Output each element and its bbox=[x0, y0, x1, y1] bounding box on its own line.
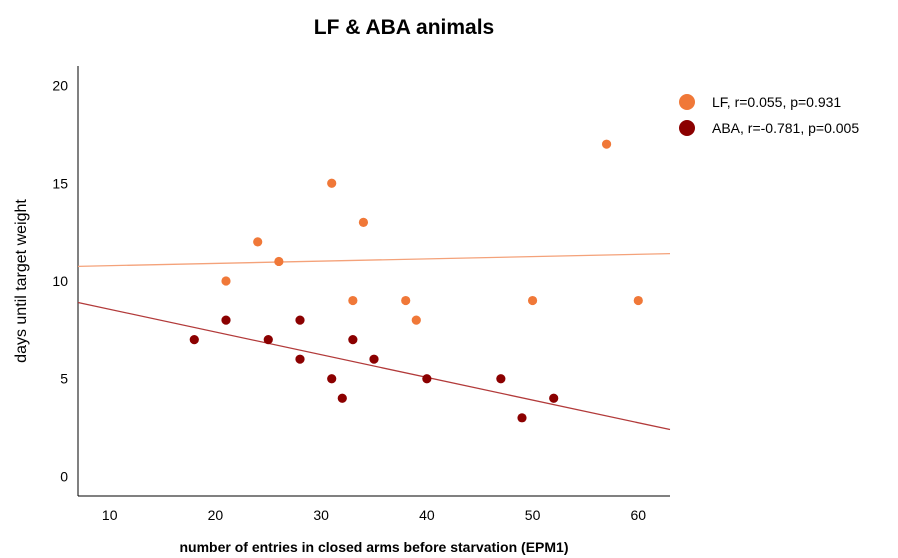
fit-line-series-1 bbox=[77, 301, 671, 431]
data-point-series-1-9 bbox=[422, 374, 432, 384]
legend-label-series-0: LF, r=0.055, p=0.931 bbox=[712, 94, 841, 110]
x-tick-labels: 10 20 30 40 50 60 bbox=[102, 507, 646, 523]
y-axis-label: days until target weight bbox=[13, 199, 30, 363]
data-point-series-1-2 bbox=[263, 335, 273, 345]
x-tick-label-0: 10 bbox=[102, 507, 118, 523]
data-point-series-1-7 bbox=[348, 335, 358, 345]
data-point-series-1-1 bbox=[221, 315, 231, 325]
x-tick-label-2: 30 bbox=[313, 507, 329, 523]
x-tick-label-3: 40 bbox=[419, 507, 435, 523]
data-point-series-1-12 bbox=[549, 393, 559, 403]
data-point-series-0-5 bbox=[358, 217, 369, 227]
y-tick-labels: 0 5 10 15 20 bbox=[52, 78, 68, 485]
data-point-series-1-5 bbox=[327, 374, 337, 384]
legend-label-series-1: ABA, r=-0.781, p=0.005 bbox=[712, 120, 859, 136]
data-point-series-1-0 bbox=[189, 335, 199, 345]
y-tick-label-3: 15 bbox=[52, 175, 68, 191]
data-point-series-1-4 bbox=[295, 354, 305, 364]
data-point-series-0-3 bbox=[327, 178, 337, 188]
fit-line-series-0 bbox=[77, 252, 671, 267]
legend-marker-series-1 bbox=[679, 120, 695, 136]
x-axis-label: number of entries in closed arms before … bbox=[180, 539, 569, 555]
y-tick-label-0: 0 bbox=[60, 468, 68, 484]
fit-lines bbox=[77, 252, 671, 431]
data-point-series-0-0 bbox=[221, 276, 231, 286]
data-point-series-0-10 bbox=[633, 295, 643, 306]
x-tick-label-4: 50 bbox=[525, 507, 541, 523]
data-point-series-0-8 bbox=[527, 295, 538, 306]
y-tick-label-2: 10 bbox=[52, 273, 68, 289]
data-point-series-1-10 bbox=[496, 374, 506, 384]
data-point-series-0-1 bbox=[253, 237, 263, 247]
data-point-series-0-2 bbox=[274, 256, 284, 267]
data-point-series-0-6 bbox=[401, 295, 411, 306]
x-tick-label-1: 20 bbox=[208, 507, 224, 523]
x-tick-label-5: 60 bbox=[630, 507, 646, 523]
data-point-series-0-9 bbox=[601, 139, 612, 149]
chart-title: LF & ABA animals bbox=[314, 16, 494, 39]
y-tick-label-4: 20 bbox=[52, 78, 68, 94]
data-point-series-1-8 bbox=[369, 354, 379, 364]
plot-area: 10 20 30 40 50 60 0 5 10 15 20 bbox=[52, 66, 671, 523]
y-tick-label-1: 5 bbox=[60, 371, 68, 387]
data-point-series-0-4 bbox=[348, 295, 358, 306]
legend-marker-series-0 bbox=[679, 94, 695, 110]
data-point-series-1-3 bbox=[295, 315, 305, 325]
legend: LF, r=0.055, p=0.931 ABA, r=-0.781, p=0.0… bbox=[679, 94, 859, 136]
data-point-series-0-7 bbox=[411, 315, 421, 325]
data-point-series-1-11 bbox=[517, 413, 527, 423]
data-point-series-1-6 bbox=[337, 393, 347, 403]
data-points bbox=[189, 139, 643, 423]
